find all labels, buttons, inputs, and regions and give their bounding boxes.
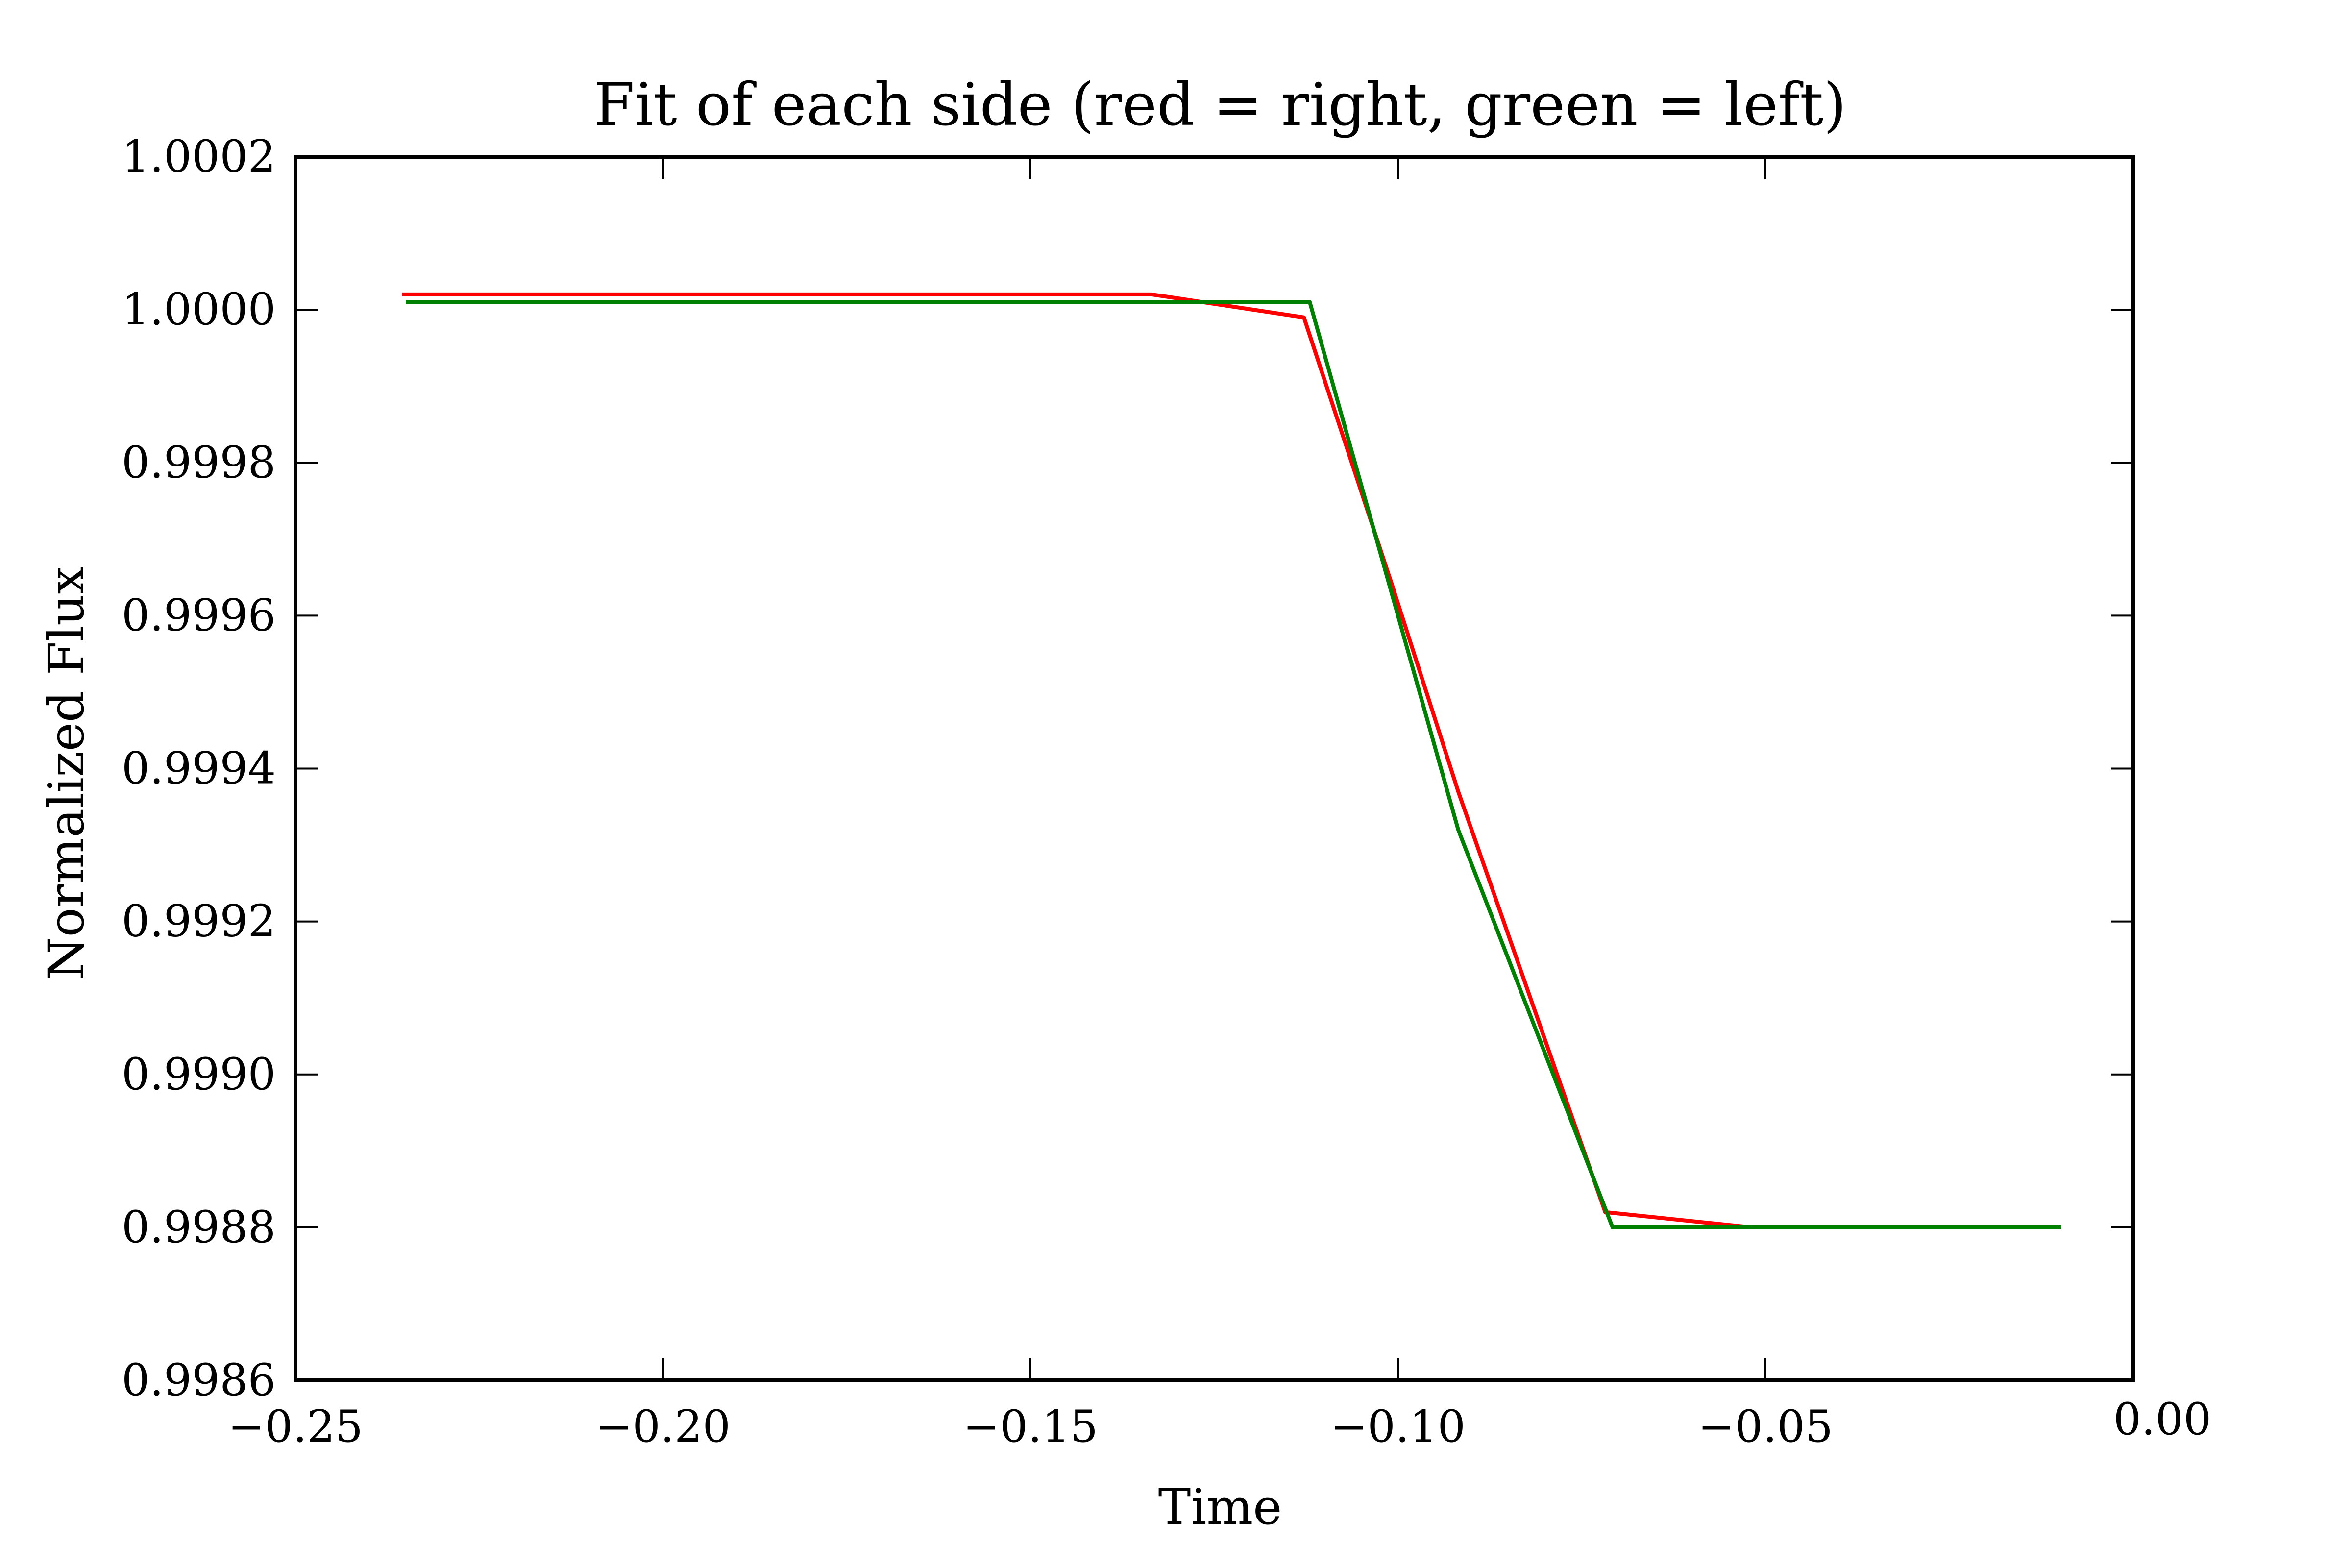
x-axis-label: Time — [1158, 1478, 1282, 1536]
x-tick-label: −0.25 — [228, 1401, 363, 1452]
ticks-layer: −0.25 −0.20 −0.15 −0.10 −0.05 0.00 0.9986 0.998… — [122, 131, 2211, 1452]
y-tick-label: 0.9986 — [122, 1354, 276, 1406]
y-tick-label: 0.9998 — [122, 437, 276, 488]
y-tick-label: 1.0000 — [122, 284, 276, 335]
y-tick-label: 0.9992 — [122, 896, 276, 947]
y-tick-label: 0.9990 — [122, 1049, 276, 1100]
series-line-green-left — [406, 300, 2061, 1229]
x-tick-label: −0.20 — [595, 1401, 731, 1452]
series-layer — [402, 292, 2061, 1229]
y-tick-label: 1.0002 — [122, 131, 276, 182]
y-tick-label: 0.9988 — [122, 1201, 276, 1253]
plot-area-frame — [294, 155, 2135, 1382]
chart-title: Fit of each side (red = right, green = l… — [594, 71, 1846, 139]
x-tick-label: −0.05 — [1698, 1401, 1833, 1452]
x-tick-label: −0.15 — [963, 1401, 1098, 1452]
y-tick-label: 0.9996 — [122, 589, 276, 641]
y-tick-label: 0.9994 — [122, 743, 276, 794]
y-axis-label: Normalized Flux — [38, 566, 95, 980]
x-tick-label: 0.00 — [2113, 1394, 2211, 1445]
x-tick-label: −0.10 — [1330, 1401, 1466, 1452]
series-line-red-right — [402, 292, 2061, 1229]
